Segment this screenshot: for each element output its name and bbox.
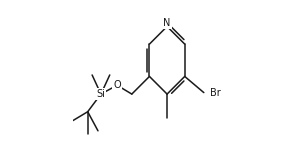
Text: Br: Br (210, 88, 221, 98)
Text: Si: Si (96, 89, 105, 99)
Text: N: N (163, 18, 171, 28)
Text: O: O (113, 80, 121, 90)
